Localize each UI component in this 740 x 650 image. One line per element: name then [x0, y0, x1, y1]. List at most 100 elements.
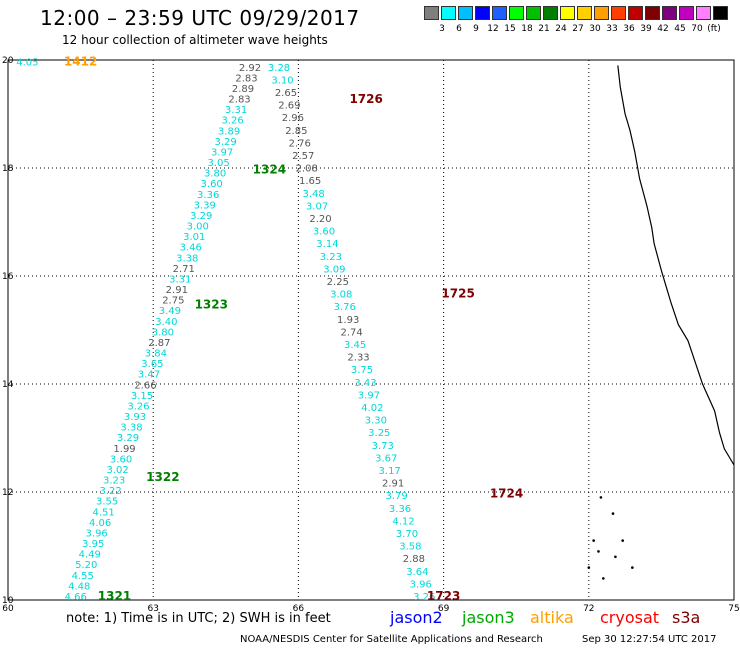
wave-height-value: 3.14 — [316, 239, 338, 250]
wave-height-value: 3.55 — [96, 497, 118, 508]
wave-height-value: 3.80 — [204, 169, 226, 180]
wave-height-value: 3.84 — [145, 349, 167, 360]
wave-height-value: 3.60 — [313, 227, 335, 238]
scale-label: 39 — [640, 24, 652, 34]
scale-swatch — [509, 6, 524, 20]
y-tick-label: 10 — [2, 596, 14, 606]
wave-height-value: 3.01 — [183, 232, 205, 243]
scale-swatch — [441, 6, 456, 20]
pass-time-label: 1724 — [490, 486, 523, 500]
footer-note: note: 1) Time is in UTC; 2) SWH is in fe… — [66, 611, 331, 626]
wave-height-value: 1.65 — [299, 176, 321, 187]
scale-swatch — [696, 6, 711, 20]
wave-height-value: 3.36 — [389, 504, 411, 515]
wave-height-value: 3.40 — [155, 317, 177, 328]
x-tick-label: 60 — [2, 604, 14, 614]
pass-time-label: 1725 — [441, 287, 474, 301]
wave-height-value: 3.58 — [399, 542, 421, 553]
scale-swatch — [679, 6, 694, 20]
legend-s3a: s3a — [672, 608, 701, 627]
scale-label: 45 — [674, 24, 686, 34]
island — [614, 555, 617, 559]
pass-time-label: 1321 — [98, 589, 131, 603]
wave-height-value: 2.88 — [403, 554, 425, 565]
wave-height-value: 4.66 — [65, 592, 87, 603]
wave-height-value: 3.75 — [351, 365, 373, 376]
x-tick-label: 63 — [147, 604, 158, 614]
page-title: 12:00 – 23:59 UTC 09/29/2017 — [40, 6, 360, 30]
island — [631, 566, 634, 569]
wave-height-value: 2.91 — [166, 285, 188, 296]
pass-time-label: 1322 — [146, 470, 179, 484]
x-tick-label: 72 — [583, 604, 594, 614]
wave-height-value: 2.83 — [235, 73, 257, 84]
wave-height-value: 2.65 — [275, 88, 297, 99]
wave-height-value: 3.60 — [201, 179, 223, 190]
y-tick-label: 14 — [2, 380, 14, 390]
scale-swatch — [458, 6, 473, 20]
wave-height-value: 3.00 — [187, 222, 209, 233]
island — [592, 539, 595, 542]
wave-height-value: 2.87 — [148, 338, 170, 349]
scale-swatch — [526, 6, 541, 20]
wave-height-value: 3.47 — [138, 370, 160, 381]
y-tick-label: 20 — [2, 56, 14, 66]
wave-height-value: 3.09 — [323, 264, 345, 275]
wave-height-value: 3.26 — [221, 116, 243, 127]
scale-swatch — [560, 6, 575, 20]
y-tick-label: 18 — [2, 164, 14, 174]
wave-height-value: 2.85 — [285, 126, 307, 137]
scale-swatch — [713, 6, 728, 20]
coastline — [617, 65, 735, 466]
scale-label: 12 — [487, 24, 499, 34]
wave-height-value: 3.15 — [131, 391, 153, 402]
pass-time-label: 1324 — [253, 162, 286, 176]
wave-height-value: 3.93 — [124, 412, 146, 423]
wave-height-value: 2.74 — [341, 327, 363, 338]
wave-height-value: 3.25 — [368, 428, 390, 439]
wave-height-value: 3.29 — [190, 211, 212, 222]
wave-height-value: 2.83 — [228, 95, 250, 106]
y-tick-label: 12 — [2, 488, 13, 498]
scale-label: 3 — [439, 24, 445, 34]
x-tick-label: 69 — [438, 604, 450, 614]
wave-height-value: 4.51 — [93, 507, 115, 518]
wave-height-value: 3.70 — [396, 529, 418, 540]
wave-height-value: 3.36 — [197, 190, 219, 201]
wave-height-value: 3.49 — [159, 306, 181, 317]
wave-height-value: 3.02 — [106, 465, 128, 476]
wave-height-value: 3.97 — [358, 390, 380, 401]
scale-swatch — [424, 6, 439, 20]
scale-swatch — [577, 6, 592, 20]
wave-height-value: 3.45 — [344, 340, 366, 351]
wave-height-value: 1.93 — [337, 315, 359, 326]
scale-label: 33 — [606, 24, 618, 34]
wave-height-value: 3.96 — [410, 579, 432, 590]
wave-height-value: 2.71 — [173, 264, 195, 275]
scale-label: 24 — [555, 24, 567, 34]
wave-height-value: 3.26 — [127, 401, 149, 412]
pass-time-label: 1723 — [427, 589, 460, 603]
scale-swatch — [628, 6, 643, 20]
wave-height-value: 3.79 — [385, 491, 407, 502]
wave-height-value: 3.23 — [103, 476, 125, 487]
wave-height-value: 3.23 — [320, 252, 342, 263]
wave-height-value: 3.80 — [152, 327, 174, 338]
wave-height-value: 4.12 — [392, 516, 414, 527]
wave-height-value: 3.29 — [117, 433, 139, 444]
wave-height-value: 4.05 — [16, 57, 38, 68]
scale-swatch — [662, 6, 677, 20]
scale-label: 30 — [589, 24, 601, 34]
wave-height-value: 3.30 — [365, 416, 387, 427]
wave-height-value: 2.89 — [232, 84, 254, 95]
wave-height-value: 4.06 — [89, 518, 111, 529]
scale-swatch — [594, 6, 609, 20]
wave-height-value: 2.75 — [162, 296, 184, 307]
pass-time-label: 1412 — [64, 54, 97, 68]
scale-label: 42 — [657, 24, 669, 34]
scale-swatch — [492, 6, 507, 20]
wave-height-value: 2.92 — [239, 63, 261, 74]
page-subtitle: 12 hour collection of altimeter wave hei… — [62, 33, 328, 47]
wave-height-value: 3.31 — [225, 105, 247, 116]
x-tick-label: 66 — [293, 604, 305, 614]
